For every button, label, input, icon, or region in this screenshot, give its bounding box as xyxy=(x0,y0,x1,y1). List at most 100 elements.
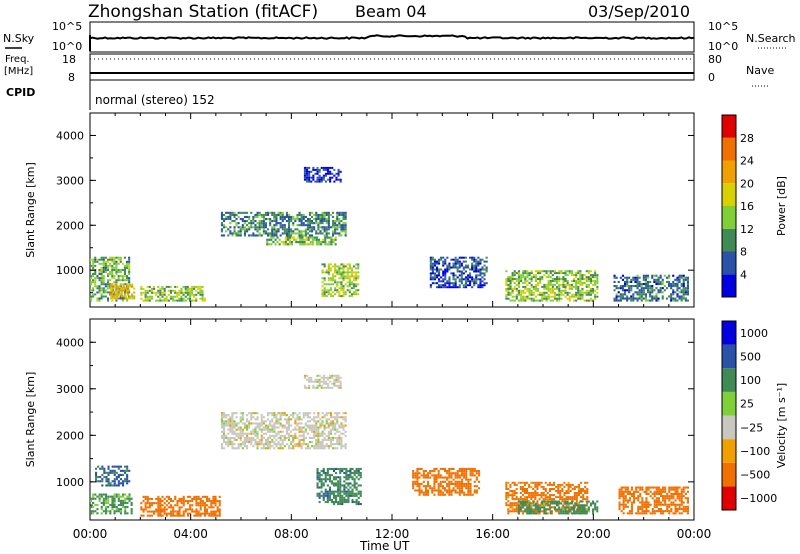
velocity-echo-cell xyxy=(322,472,325,475)
power-echo-cell xyxy=(273,224,276,227)
power-echo-cell xyxy=(621,274,624,277)
power-echo-cell xyxy=(308,170,311,173)
velocity-echo-cell xyxy=(300,418,303,421)
power-echo-cell xyxy=(433,272,436,275)
power-echo-cell xyxy=(336,265,339,268)
power-echo-cell xyxy=(592,299,595,302)
velocity-echo-cell xyxy=(163,497,166,500)
power-echo-cell xyxy=(142,299,145,302)
power-echo-cell xyxy=(107,297,110,300)
velocity-echo-cell xyxy=(641,512,644,515)
velocity-echo-cell xyxy=(536,492,539,494)
velocity-echo-cell xyxy=(538,481,541,484)
power-echo-cell xyxy=(311,236,314,239)
power-echo-cell xyxy=(547,289,550,292)
velocity-echo-cell xyxy=(298,428,301,431)
velocity-echo-cell xyxy=(557,488,560,490)
velocity-echo-cell xyxy=(523,492,526,494)
velocity-echo-cell xyxy=(189,504,192,507)
power-echo-cell xyxy=(290,230,293,233)
velocity-echo-cell xyxy=(439,485,442,488)
velocity-echo-cell xyxy=(353,480,356,483)
power-echo-cell xyxy=(111,256,114,259)
velocity-echo-cell xyxy=(262,422,265,425)
power-echo-cell xyxy=(350,293,353,296)
velocity-echo-cell xyxy=(676,495,679,498)
velocity-echo-cell xyxy=(509,485,512,488)
velocity-echo-cell xyxy=(433,482,436,485)
velocity-echo-cell xyxy=(212,500,215,503)
power-colorbar-segment xyxy=(722,274,736,297)
freq-tick-top: 18 xyxy=(62,53,76,66)
velocity-echo-cell xyxy=(584,492,587,494)
power-echo-cell xyxy=(193,295,196,298)
velocity-echo-cell xyxy=(515,498,518,501)
power-echo-cell xyxy=(262,222,265,225)
velocity-echo-cell xyxy=(653,492,656,495)
velocity-echo-cell xyxy=(458,482,461,485)
velocity-echo-cell xyxy=(256,443,259,446)
power-echo-cell xyxy=(433,260,436,263)
power-echo-cell xyxy=(515,297,518,300)
power-echo-cell xyxy=(334,287,337,290)
velocity-echo-cell xyxy=(553,498,556,501)
power-echo-cell xyxy=(281,226,284,229)
power-echo-cell xyxy=(342,222,345,225)
power-echo-cell xyxy=(104,295,107,298)
power-echo-cell xyxy=(515,283,518,286)
power-echo-cell xyxy=(579,278,582,280)
velocity-echo-cell xyxy=(312,384,315,387)
velocity-echo-cell xyxy=(227,432,230,435)
velocity-echo-cell xyxy=(545,502,548,505)
power-echo-cell xyxy=(116,293,119,296)
velocity-echo-cell xyxy=(624,505,627,508)
power-echo-cell xyxy=(332,230,335,233)
velocity-echo-cell xyxy=(340,432,343,435)
velocity-echo-cell xyxy=(271,418,274,421)
velocity-echo-cell xyxy=(664,501,667,504)
power-echo-cell xyxy=(161,299,164,302)
power-echo-cell xyxy=(638,276,641,279)
velocity-echo-cell xyxy=(523,490,526,492)
velocity-echo-cell xyxy=(243,443,246,446)
velocity-echo-cell xyxy=(639,501,642,504)
velocity-echo-cell xyxy=(248,441,251,444)
velocity-echo-cell xyxy=(302,443,305,446)
power-echo-cell xyxy=(511,299,514,302)
power-echo-cell xyxy=(473,264,476,267)
velocity-echo-cell xyxy=(332,422,335,425)
power-echo-cell xyxy=(113,256,116,259)
power-echo-cell xyxy=(124,295,127,298)
velocity-echo-cell xyxy=(315,441,318,444)
power-echo-cell xyxy=(628,276,631,279)
power-echo-cell xyxy=(96,287,99,290)
velocity-echo-cell xyxy=(214,514,217,517)
power-echo-cell xyxy=(327,291,330,294)
power-echo-cell xyxy=(227,228,230,231)
velocity-echo-cell xyxy=(124,478,127,481)
velocity-echo-cell xyxy=(239,412,242,415)
power-echo-cell xyxy=(128,264,131,267)
power-echo-cell xyxy=(288,224,291,227)
velocity-echo-cell xyxy=(336,438,339,441)
velocity-echo-cell xyxy=(666,492,669,495)
velocity-echo-cell xyxy=(435,480,438,483)
velocity-echo-cell xyxy=(326,470,329,473)
power-echo-cell xyxy=(303,238,306,241)
velocity-echo-cell xyxy=(256,445,259,448)
velocity-echo-cell xyxy=(279,412,282,415)
power-echo-cell xyxy=(515,293,518,296)
power-echo-cell xyxy=(454,280,457,283)
velocity-echo-cell xyxy=(269,428,272,431)
power-echo-cell xyxy=(150,295,153,298)
velocity-echo-cell xyxy=(92,510,95,513)
power-echo-cell xyxy=(336,291,339,294)
power-echo-cell xyxy=(644,285,647,288)
power-echo-cell xyxy=(124,297,127,300)
velocity-echo-cell xyxy=(218,510,221,513)
power-echo-cell xyxy=(300,218,303,221)
power-echo-cell xyxy=(467,280,470,283)
power-echo-cell xyxy=(583,291,586,294)
power-echo-cell xyxy=(558,285,561,288)
velocity-echo-cell xyxy=(283,418,286,421)
